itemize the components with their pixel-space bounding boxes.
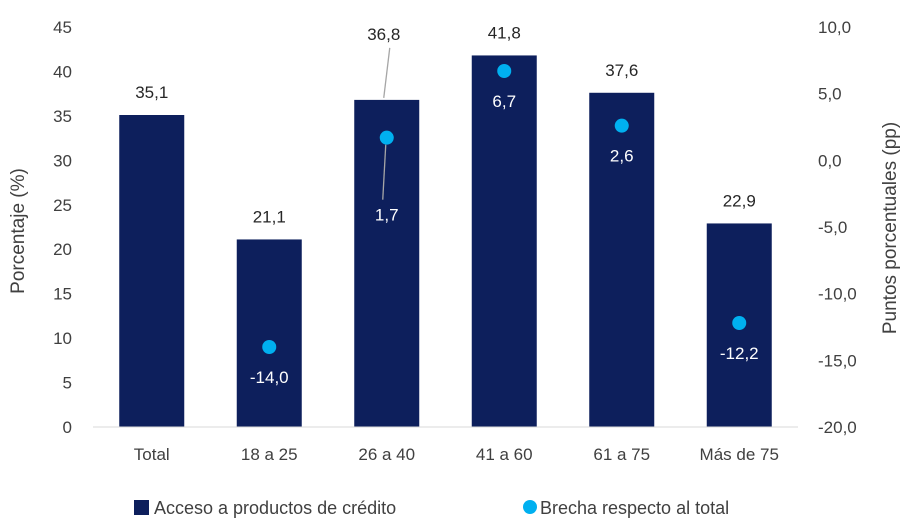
leader-lines xyxy=(382,47,391,200)
bar xyxy=(589,92,655,428)
legend-label-dots: Brecha respecto al total xyxy=(540,498,729,518)
left-axis-title: Porcentaje (%) xyxy=(8,168,29,294)
bar-labels: 35,1 21,1 36,8 41,8 37,6 22,9 xyxy=(135,23,756,226)
bar xyxy=(471,55,537,427)
left-tick-label: 25 xyxy=(53,196,72,215)
category-labels: Total 18 a 25 26 a 40 41 a 60 61 a 75 Más de … xyxy=(134,445,779,464)
category-label: Total xyxy=(134,445,170,464)
right-axis-ticks: -20,0 -15,0 -10,0 -5,0 0,0 5,0 10,0 xyxy=(818,18,857,437)
gap-dot xyxy=(379,130,394,145)
left-tick-label: 0 xyxy=(63,418,72,437)
left-tick-label: 10 xyxy=(53,329,72,348)
left-tick-label: 45 xyxy=(53,18,72,37)
bar xyxy=(119,115,185,427)
right-tick-label: 0,0 xyxy=(818,151,842,170)
right-axis-title: Puntos porcentuales (pp) xyxy=(880,122,901,334)
right-tick-label: 10,0 xyxy=(818,18,851,37)
legend-item-dots: Brecha respecto al total xyxy=(523,498,729,518)
legend-label-bars: Acceso a productos de crédito xyxy=(154,498,396,518)
dot-labels: -14,0 1,7 6,7 2,6 -12,2 xyxy=(250,92,759,387)
gap-value-label: 2,6 xyxy=(610,147,634,166)
bar xyxy=(236,239,302,427)
category-label: 41 a 60 xyxy=(476,445,533,464)
left-tick-label: 20 xyxy=(53,240,72,259)
bar-value-label: 37,6 xyxy=(605,61,638,80)
bar xyxy=(354,99,420,427)
right-tick-label: -15,0 xyxy=(818,351,857,370)
category-label: Más de 75 xyxy=(700,445,779,464)
bars xyxy=(119,55,772,428)
left-tick-label: 40 xyxy=(53,62,72,81)
gap-value-label: -12,2 xyxy=(720,344,759,363)
right-tick-label: 5,0 xyxy=(818,85,842,104)
gap-value-label: -14,0 xyxy=(250,368,289,387)
right-tick-label: -20,0 xyxy=(818,418,857,437)
gap-dot xyxy=(614,118,629,133)
bar-value-label: 35,1 xyxy=(135,83,168,102)
legend-swatch-dots xyxy=(523,500,537,514)
bar-value-label: 22,9 xyxy=(723,191,756,210)
gap-value-label: 6,7 xyxy=(492,92,516,111)
left-tick-label: 35 xyxy=(53,107,72,126)
left-tick-label: 5 xyxy=(63,374,72,393)
category-label: 26 a 40 xyxy=(358,445,415,464)
bar-value-label: 21,1 xyxy=(253,207,286,226)
legend-item-bars: Acceso a productos de crédito xyxy=(134,498,396,518)
left-tick-label: 15 xyxy=(53,285,72,304)
left-axis-ticks: 0 5 10 15 20 25 30 35 40 45 xyxy=(53,18,72,437)
bar-label-leader xyxy=(383,47,391,98)
legend-swatch-bars xyxy=(134,500,149,515)
gap-dot xyxy=(497,64,512,78)
gap-dot xyxy=(732,316,747,330)
category-label: 61 a 75 xyxy=(593,445,650,464)
category-label: 18 a 25 xyxy=(241,445,298,464)
dots xyxy=(262,64,747,354)
bar-value-label: 36,8 xyxy=(367,25,400,44)
gap-dot xyxy=(262,340,277,354)
bar-value-label: 41,8 xyxy=(488,23,521,42)
left-tick-label: 30 xyxy=(53,151,72,170)
dot-label-leader xyxy=(382,144,387,200)
right-tick-label: -10,0 xyxy=(818,285,857,304)
gap-value-label: 1,7 xyxy=(375,206,399,225)
legend: Acceso a productos de crédito Brecha res… xyxy=(134,498,729,518)
right-tick-label: -5,0 xyxy=(818,218,847,237)
